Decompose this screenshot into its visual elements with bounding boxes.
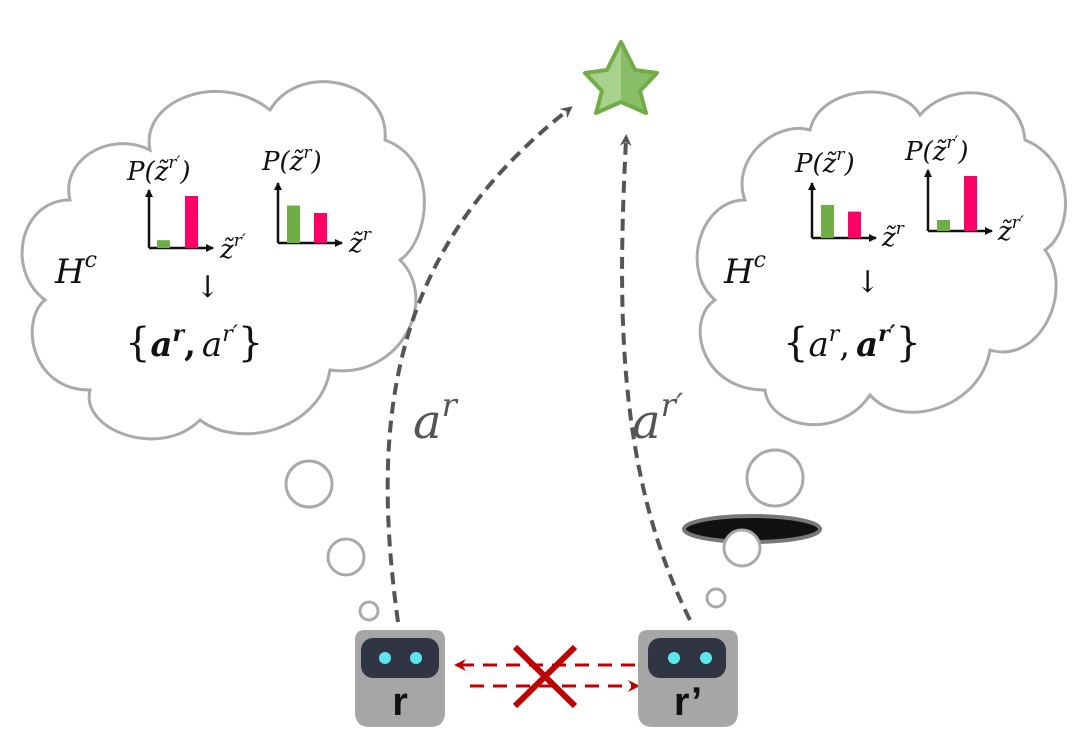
chart-bar: [287, 205, 300, 243]
down-arrow-icon: ↓: [855, 265, 880, 300]
right-action-path: [619, 134, 692, 621]
chart-bar: [937, 220, 950, 231]
chart-ylabel: P(z̃r′): [904, 133, 969, 167]
history-label: Hc: [54, 248, 97, 292]
down-arrow-icon: ↓: [195, 270, 220, 305]
robot-eye: [668, 652, 680, 664]
robot-eye: [700, 652, 712, 664]
robot-left: r: [355, 630, 445, 727]
blocked-communication: [454, 644, 640, 709]
thought-bubble-small: [358, 600, 380, 622]
left-thought-cloud: [20, 80, 426, 441]
chart-xlabel: z̃r′: [997, 213, 1024, 247]
action-set: {ar, ar′}: [783, 320, 921, 366]
robot-right: r’: [638, 630, 738, 727]
chart-ylabel: P(z̃r): [794, 145, 855, 179]
chart-xlabel: z̃r: [881, 219, 905, 253]
history-label: Hc: [723, 248, 766, 292]
robot-label: r’: [674, 680, 702, 724]
left-action-label: ar: [413, 386, 459, 450]
chart-xlabel: z̃r: [348, 225, 372, 259]
star-shade: [621, 42, 657, 113]
thought-bubble-small: [705, 587, 727, 609]
action-set: {ar, ar′}: [125, 320, 263, 366]
cross-icon-stroke: [512, 644, 578, 709]
chart-bar: [821, 205, 834, 238]
chart-bar: [848, 211, 861, 238]
robot-eye: [379, 652, 391, 664]
robot-eye: [410, 652, 422, 664]
thought-bubble-medium: [722, 528, 762, 568]
robot-label: r: [392, 680, 408, 724]
robot-face: [648, 638, 726, 678]
right-action-label: ar′: [632, 386, 684, 450]
thought-bubble-large: [745, 448, 805, 508]
chart-xlabel: z̃r′: [219, 231, 246, 265]
chart-bar: [314, 213, 327, 243]
chart-ylabel: P(z̃r): [261, 143, 322, 177]
left-action-path: [385, 106, 573, 623]
chart-bar: [185, 196, 198, 248]
thought-bubble-large: [284, 459, 334, 509]
chart-ylabel: P(z̃r′): [126, 153, 191, 187]
robot-face: [361, 638, 439, 678]
chart-bar: [964, 176, 977, 231]
thought-bubble-medium: [326, 537, 366, 577]
right-thought-cloud: [695, 90, 1067, 427]
chart-bar: [157, 240, 170, 248]
